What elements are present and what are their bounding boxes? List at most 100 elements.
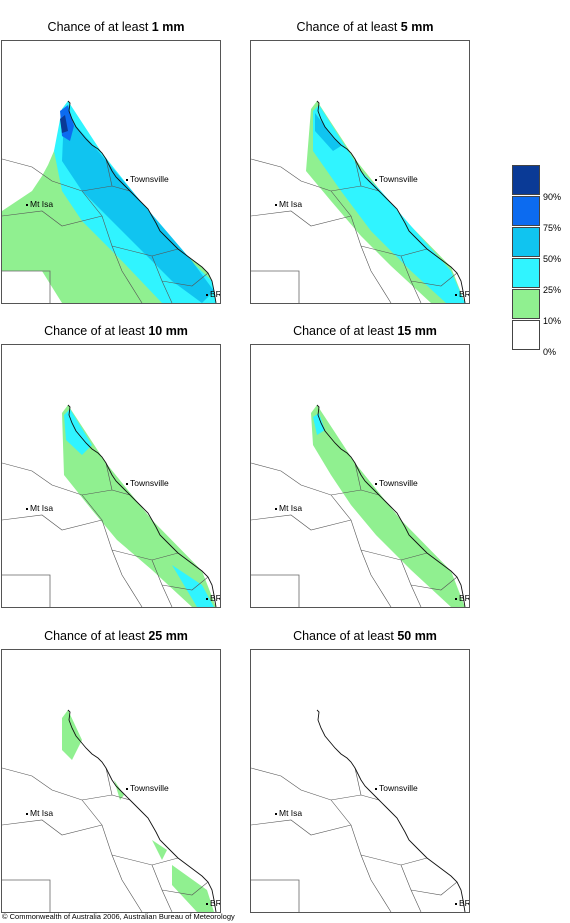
district-border [410, 576, 458, 591]
queensland-map: Townsville Mt Isa BRIS [1, 649, 221, 913]
legend-swatch [512, 258, 540, 288]
probability-area [60, 115, 68, 133]
queensland-map: Townsville Mt Isa BRIS [250, 344, 470, 608]
place-label-townsville: Townsville [130, 478, 169, 488]
place-marker [206, 598, 208, 600]
district-border [251, 210, 352, 227]
place-label-mt-isa: Mt Isa [30, 199, 54, 209]
place-marker [206, 903, 208, 905]
probability-area [313, 413, 325, 435]
land-area [2, 710, 216, 912]
place-marker [26, 813, 28, 815]
place-label-brisbane: BRIS [210, 289, 221, 299]
panel-title: Chance of at least 1 mm [47, 20, 185, 34]
coastline [316, 709, 466, 912]
map-canvas [2, 100, 217, 303]
panel-title: Chance of at least 5 mm [296, 20, 434, 34]
district-border [410, 272, 458, 287]
place-label-brisbane: BRIS [210, 593, 221, 603]
panel-title: Chance of at least 15 mm [293, 324, 437, 338]
place-marker [455, 294, 457, 296]
district-border [251, 462, 380, 496]
place-label-brisbane: BRIS [210, 898, 221, 908]
place-marker [375, 788, 377, 790]
place-label-mt-isa: Mt Isa [30, 808, 54, 818]
panel-title: Chance of at least 10 mm [44, 324, 188, 338]
district-border [105, 462, 113, 491]
district-border [105, 767, 113, 796]
coastline [316, 100, 466, 303]
panel-title: Chance of at least 50 mm [293, 629, 437, 643]
place-marker [26, 508, 28, 510]
district-border [354, 158, 362, 187]
place-marker [206, 294, 208, 296]
district-border [105, 158, 113, 187]
legend-swatch [512, 320, 540, 350]
queensland-map: Townsville Mt Isa BRIS [250, 40, 470, 304]
district-border [354, 767, 362, 796]
place-label-mt-isa: Mt Isa [279, 503, 303, 513]
coastline [67, 404, 217, 607]
queensland-map: Townsville Mt Isa BRIS [250, 649, 470, 913]
inset-border [2, 574, 51, 607]
map-canvas [2, 404, 217, 607]
inset-border [251, 574, 300, 607]
land-area [251, 710, 465, 912]
legend-swatch [512, 165, 540, 195]
district-border [2, 158, 131, 192]
probability-area [62, 116, 214, 303]
district-border [2, 819, 103, 836]
coastline [67, 709, 217, 912]
district-border [2, 767, 131, 801]
queensland-map: Townsville Mt Isa BRIS [1, 40, 221, 304]
inset-border [251, 270, 300, 303]
place-marker [375, 483, 377, 485]
district-border [161, 576, 209, 591]
place-marker [375, 179, 377, 181]
place-marker [275, 508, 277, 510]
queensland-map: Townsville Mt Isa BRIS [1, 344, 221, 608]
place-marker [126, 483, 128, 485]
map-canvas [2, 709, 217, 912]
district-border [161, 881, 209, 896]
place-label-mt-isa: Mt Isa [30, 503, 54, 513]
place-marker [275, 204, 277, 206]
place-label-townsville: Townsville [130, 174, 169, 184]
district-border [354, 462, 362, 491]
place-label-townsville: Townsville [379, 478, 418, 488]
legend-tick: 75% [543, 223, 562, 233]
probability-area [64, 409, 214, 607]
panel-title: Chance of at least 25 mm [44, 629, 188, 643]
probability-area [313, 105, 465, 303]
map-canvas [251, 709, 466, 912]
coastline [316, 404, 466, 607]
district-border [2, 514, 103, 531]
district-border [161, 272, 209, 287]
legend-tick: 90% [543, 192, 562, 202]
district-border [2, 462, 131, 496]
probability-area [62, 710, 214, 912]
district-border [251, 514, 352, 531]
place-marker [455, 903, 457, 905]
inset-border [2, 879, 51, 912]
legend-swatch [512, 227, 540, 257]
inset-border [2, 270, 51, 303]
place-label-brisbane: BRIS [459, 289, 470, 299]
coastline [67, 100, 217, 303]
place-marker [455, 598, 457, 600]
map-canvas [251, 404, 466, 607]
inset-border [251, 879, 300, 912]
legend-swatch [512, 289, 540, 319]
district-border [251, 158, 380, 192]
place-marker [275, 813, 277, 815]
copyright-notice: © Commonwealth of Australia 2006, Austra… [2, 912, 235, 921]
place-marker [26, 204, 28, 206]
legend-tick: 50% [543, 254, 562, 264]
place-label-mt-isa: Mt Isa [279, 199, 303, 209]
place-marker [126, 788, 128, 790]
legend-swatch [512, 196, 540, 226]
legend-tick: 10% [543, 316, 562, 326]
district-border [410, 881, 458, 896]
probability-area [315, 113, 341, 151]
place-label-mt-isa: Mt Isa [279, 808, 303, 818]
